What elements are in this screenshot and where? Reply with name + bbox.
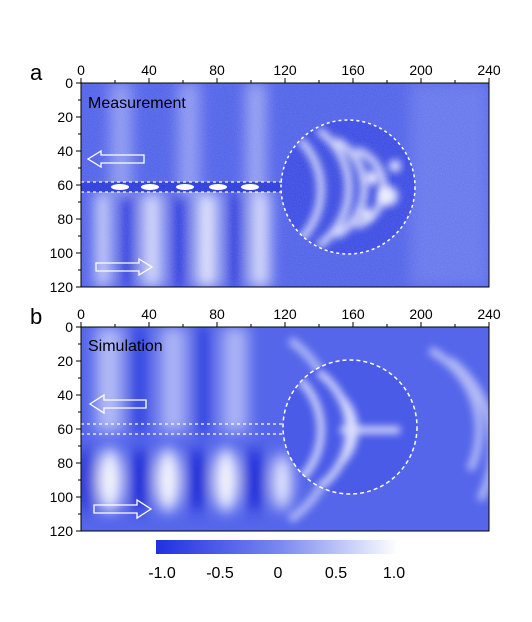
- x-tick-label: 80: [209, 62, 225, 78]
- panel-b-map: [81, 327, 489, 531]
- panel-a-axes: 0 40 80 120 160 200 240 0 20 40 60 80 100 120: [50, 62, 501, 295]
- y-tick-label: 100: [50, 489, 74, 505]
- colorbar-tick-label: -1.0: [148, 565, 176, 582]
- y-tick-label: 80: [57, 455, 73, 471]
- x-tick-label: 160: [341, 62, 365, 78]
- x-tick-label: 0: [77, 306, 85, 322]
- y-tick-label: 60: [57, 421, 73, 437]
- x-tick-label: 240: [477, 62, 501, 78]
- y-tick-label: 100: [50, 245, 74, 261]
- panel-b-letter: b: [30, 304, 42, 329]
- panel-a-letter: a: [30, 60, 43, 85]
- y-tick-label: 0: [65, 75, 73, 91]
- y-tick-label: 120: [50, 523, 74, 539]
- arrow-right-icon: [93, 498, 153, 520]
- colorbar-tick-label: 1.0: [383, 565, 405, 582]
- colorbar-gradient: [156, 540, 398, 554]
- panel-a: a: [30, 60, 501, 295]
- colorbar-tick-label: 0: [274, 565, 283, 582]
- x-tick-label: 160: [341, 306, 365, 322]
- panel-b-title: Simulation: [88, 338, 163, 355]
- arrow-right-icon: [95, 257, 154, 277]
- y-tick-label: 120: [50, 279, 74, 295]
- x-tick-label: 40: [141, 62, 157, 78]
- x-tick-label: 40: [141, 306, 157, 322]
- panel-a-cavity-outline: [280, 119, 416, 255]
- panel-b-cavity-outline: [282, 359, 418, 495]
- y-tick-label: 40: [57, 387, 73, 403]
- y-tick-label: 20: [57, 109, 73, 125]
- y-tick-label: 0: [65, 319, 73, 335]
- panel-a-title: Measurement: [88, 95, 186, 112]
- colorbar-tick-label: 0.5: [325, 565, 347, 582]
- x-tick-label: 200: [409, 306, 433, 322]
- y-tick-label: 80: [57, 211, 73, 227]
- panel-b-axes: 0 40 80 120 160 200 240 0 20 40 60 80 100 120: [50, 306, 501, 539]
- x-tick-label: 240: [477, 306, 501, 322]
- colorbar-ticks: -1.0 -0.5 0 0.5 1.0: [148, 565, 405, 582]
- panel-a-map: [81, 83, 489, 287]
- arrow-left-icon: [86, 149, 145, 169]
- colorbar-tick-label: -0.5: [206, 565, 234, 582]
- arrow-left-icon: [88, 393, 147, 415]
- y-tick-label: 60: [57, 177, 73, 193]
- x-tick-label: 120: [273, 306, 297, 322]
- x-tick-label: 0: [77, 62, 85, 78]
- panel-b: b: [30, 304, 501, 539]
- x-tick-label: 200: [409, 62, 433, 78]
- x-tick-label: 80: [209, 306, 225, 322]
- x-tick-label: 120: [273, 62, 297, 78]
- colorbar: -1.0 -0.5 0 0.5 1.0: [148, 540, 405, 582]
- y-tick-label: 40: [57, 143, 73, 159]
- y-tick-label: 20: [57, 353, 73, 369]
